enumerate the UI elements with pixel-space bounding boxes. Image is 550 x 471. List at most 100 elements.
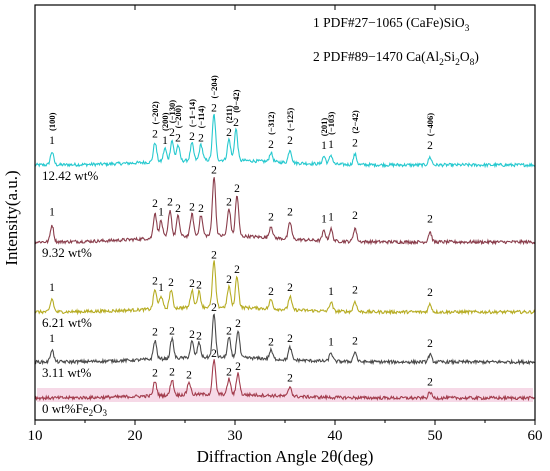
peak-label: 2 — [189, 202, 195, 214]
x-tick-label: 20 — [128, 428, 143, 444]
peak-label: 1 — [49, 207, 55, 219]
peak-label: 2 — [427, 376, 433, 388]
peak-label: 2 — [268, 286, 274, 298]
peak-label: 2 — [234, 183, 240, 195]
legend: 1 PDF#27−1065 (CaFe)SiO3 2 PDF#89−1470 Ca… — [313, 15, 479, 68]
peak-label: 2 — [352, 285, 358, 297]
hkl-label: (201) — [319, 118, 329, 137]
hkl-label: (100) — [47, 112, 57, 131]
peak-label: 1 — [158, 207, 164, 219]
peak-label: 2 — [198, 203, 204, 215]
series-line — [35, 260, 536, 316]
series-line — [34, 359, 536, 402]
peak-label: 2 — [152, 327, 158, 339]
peak-label: 2 — [186, 370, 192, 382]
peak-label: 2 — [168, 277, 174, 289]
peak-label: 1 — [328, 286, 334, 298]
series-line — [34, 313, 536, 366]
peak-label: 2 — [211, 302, 217, 314]
peak-label: 2 — [226, 367, 232, 379]
hkl-label: (−114) — [196, 105, 206, 128]
peak-label: 2 — [427, 213, 433, 225]
peak-label: 2 — [169, 127, 175, 139]
x-axis-title: Diffraction Angle 2θ(deg) — [197, 447, 374, 466]
peak-label: 2 — [211, 348, 217, 360]
peak-label: 2 — [235, 361, 241, 373]
sample-label: 12.42 wt% — [42, 168, 99, 183]
hkl-label: (−200) — [173, 105, 183, 128]
peak-label: 2 — [189, 131, 195, 143]
peak-label: 1 — [158, 282, 164, 294]
hkl-label: (−204) — [209, 75, 219, 98]
peak-label: 2 — [287, 207, 293, 219]
series-line — [34, 177, 536, 246]
sample-label: 3.11 wt% — [42, 365, 92, 380]
peak-label: 2 — [268, 337, 274, 349]
legend-entry-1: 1 PDF#27−1065 (CaFe)SiO3 — [313, 15, 470, 34]
x-tick-label: 50 — [428, 428, 443, 444]
legend-entry-2: 2 PDF#89−1470 Ca(Al2Si2O8) — [313, 49, 479, 68]
peak-label: 2 — [268, 212, 274, 224]
peak-label: 2 — [427, 140, 433, 152]
peak-label: 2 — [211, 164, 217, 176]
peak-label: 2 — [226, 196, 232, 208]
peak-label: 2 — [169, 325, 175, 337]
hkl-label: (0−42) — [231, 89, 241, 112]
series-line — [34, 114, 536, 169]
peak-label: 2 — [268, 139, 274, 151]
peak-label: 2 — [287, 282, 293, 294]
peak-label: 2 — [189, 278, 195, 290]
peak-label: 2 — [352, 210, 358, 222]
peak-label: 2 — [196, 279, 202, 291]
peak-label: 2 — [167, 196, 173, 208]
hkl-label: (−130) — [167, 100, 177, 123]
hkl-label: (−1−14) — [187, 99, 197, 127]
peak-label: 2 — [175, 203, 181, 215]
peak-label: 1 — [321, 213, 327, 225]
peak-label: 2 — [189, 329, 195, 341]
axes: 10 20 30 40 50 60 — [28, 4, 543, 444]
series-4: 2 2 222 22 20 wt%Fe2O3 — [34, 348, 536, 418]
peak-label: 2 — [152, 129, 158, 141]
sample-label: 9.32 wt% — [42, 245, 92, 260]
peak-label: 2 — [427, 287, 433, 299]
peak-label: 1 — [49, 333, 55, 345]
peak-label: 2 — [169, 367, 175, 379]
peak-label: 2 — [226, 274, 232, 286]
peak-label: 2 — [196, 330, 202, 342]
hkl-label: (−202) — [150, 101, 160, 124]
peak-label: 2 — [198, 132, 204, 144]
peak-label: 2 — [233, 117, 239, 129]
peak-label: 2 — [226, 325, 232, 337]
peak-label: 2 — [235, 318, 241, 330]
peak-label: 2 — [152, 276, 158, 288]
peak-label: 1 — [162, 135, 168, 147]
hkl-label: (200) — [160, 112, 170, 131]
hkl-label: (−125) — [285, 108, 295, 131]
peak-label: 2 — [287, 373, 293, 385]
hkl-label: (2−42) — [350, 110, 360, 133]
peak-label: 1 — [321, 140, 327, 152]
x-tick-label: 40 — [328, 428, 343, 444]
peak-label: 2 — [287, 135, 293, 147]
peak-label: 1 — [49, 282, 55, 294]
x-tick-label: 30 — [228, 428, 243, 444]
peak-label: 2 — [152, 198, 158, 210]
peak-label: 2 — [226, 127, 232, 139]
peak-label: 1 — [49, 135, 55, 147]
y-axis-title: Intensity(a.u.) — [2, 170, 21, 265]
hkl-label: (−406) — [425, 113, 435, 136]
peak-label: 2 — [211, 250, 217, 262]
peak-label: 2 — [175, 132, 181, 144]
peak-label: 2 — [152, 368, 158, 380]
hkl-label: (−103) — [326, 111, 336, 134]
hkl-label: (211) — [224, 105, 234, 123]
peak-label: 1 — [328, 212, 334, 224]
sample-label: 6.21 wt% — [42, 315, 92, 330]
